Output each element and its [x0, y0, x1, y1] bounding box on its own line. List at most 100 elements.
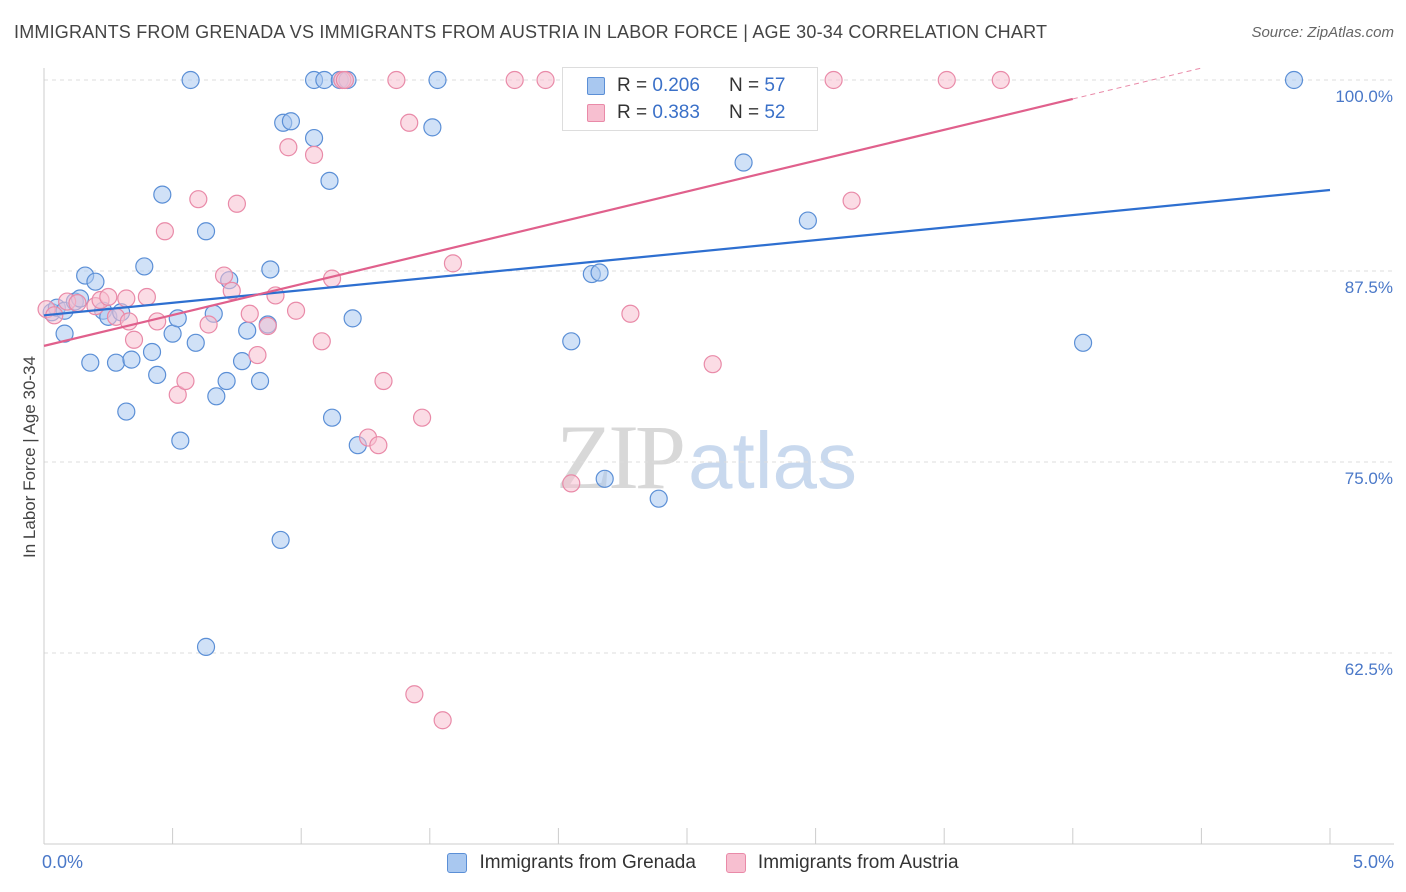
- grenada-point: [238, 321, 257, 340]
- austria-point: [148, 312, 167, 331]
- austria-point: [286, 301, 306, 320]
- austria-point: [176, 371, 195, 391]
- austria-point: [227, 194, 246, 213]
- grenada-point: [148, 365, 167, 385]
- grenada-point: [590, 263, 609, 282]
- grenada-point: [196, 222, 216, 241]
- austria-point: [222, 281, 241, 300]
- y-tick-label: 62.5%: [1345, 660, 1393, 679]
- austria-point: [312, 332, 331, 351]
- grenada-point: [232, 352, 252, 371]
- legend-r-label: R =: [617, 102, 648, 123]
- austria-point: [433, 711, 452, 730]
- austria-point: [279, 138, 298, 157]
- grenada-point: [281, 112, 301, 131]
- y-tick-label: 100.0%: [1335, 87, 1393, 106]
- y-tick-label: 75.0%: [1345, 469, 1393, 488]
- grenada-point: [343, 309, 362, 328]
- austria-point: [536, 70, 555, 90]
- x-tick-label-max: 5.0%: [1352, 852, 1394, 872]
- grenada-point: [181, 70, 200, 90]
- series-legend: Immigrants from Grenada Immigrants from …: [0, 852, 1406, 874]
- austria-point: [937, 70, 956, 90]
- grenada-point: [1284, 70, 1304, 90]
- grenada-point: [122, 350, 141, 369]
- grenada-point: [562, 332, 581, 351]
- austria-point: [991, 70, 1010, 90]
- grenada-point: [734, 153, 753, 172]
- x-tick-label-min: 0.0%: [42, 852, 84, 872]
- grenada-point: [261, 260, 280, 279]
- grenada-point: [271, 530, 290, 550]
- legend-n-value: 52: [764, 102, 786, 123]
- austria-point: [240, 304, 259, 323]
- austria-point: [703, 355, 722, 374]
- legend-row-austria: R = 0.383 N = 52: [587, 101, 785, 125]
- grenada-point: [649, 489, 668, 508]
- legend-item-austria: Immigrants from Austria: [725, 852, 959, 874]
- austria-legend-swatch: [725, 853, 746, 873]
- grenada-point: [428, 70, 447, 90]
- austria-point: [248, 345, 267, 365]
- legend-n-label: N =: [728, 102, 760, 123]
- grenada-point: [322, 408, 342, 427]
- austria-point: [335, 70, 355, 90]
- watermark-atlas: atlas: [688, 416, 857, 505]
- source-label: Source: ZipAtlas.com: [1251, 24, 1394, 41]
- y-tick-labels: 62.5% 75.0% 87.5% 100.0%: [1335, 87, 1393, 679]
- grenada-point: [135, 257, 154, 276]
- legend-item-grenada: Immigrants from Grenada: [447, 852, 696, 874]
- chart-title: IMMIGRANTS FROM GRENADA VS IMMIGRANTS FR…: [14, 22, 1048, 42]
- axes: [43, 68, 1394, 845]
- legend-n-label: N =: [728, 75, 760, 96]
- grenada-point: [186, 333, 205, 352]
- correlation-legend: R = 0.206 N = 57 R = 0.383 N = 52: [562, 67, 818, 131]
- grenada-point: [153, 185, 172, 204]
- legend-label-grenada: Immigrants from Grenada: [479, 852, 696, 873]
- series-grenada: [42, 70, 1304, 656]
- grenada-point: [86, 272, 105, 291]
- austria-point: [562, 474, 581, 493]
- grenada-point: [304, 128, 324, 148]
- legend-r-value: 0.206: [652, 75, 700, 96]
- austria-point: [412, 408, 432, 427]
- austria-point: [168, 385, 187, 404]
- austria-point: [621, 304, 640, 323]
- austria-point: [99, 287, 118, 307]
- grenada-point: [142, 342, 162, 362]
- y-tick-label: 87.5%: [1345, 278, 1393, 297]
- grenada-point: [207, 387, 226, 406]
- austria-point: [117, 289, 136, 308]
- austria-point: [304, 145, 324, 164]
- austria-point: [369, 436, 388, 455]
- watermark-zip: ZIP: [556, 406, 686, 508]
- grenada-point: [163, 324, 182, 343]
- austria-point: [258, 316, 277, 336]
- austria-point: [824, 70, 843, 90]
- austria-point: [189, 190, 208, 209]
- grenada-point: [315, 70, 334, 90]
- grenada-point: [196, 637, 216, 656]
- austria-trend-line: [43, 97, 1074, 347]
- legend-row-grenada: R = 0.206 N = 57: [587, 74, 785, 98]
- grenada-legend-swatch: [447, 853, 468, 873]
- austria-point: [214, 266, 234, 285]
- legend-label-austria: Immigrants from Austria: [757, 852, 959, 873]
- series-austria: [37, 70, 1010, 730]
- austria-point: [443, 254, 463, 273]
- legend-r-label: R =: [617, 75, 648, 96]
- grenada-swatch: [587, 77, 605, 95]
- grenada-point: [320, 171, 339, 190]
- austria-point: [124, 330, 144, 349]
- austria-point: [68, 293, 87, 313]
- watermark: ZIPatlas: [556, 404, 857, 510]
- austria-point: [387, 70, 406, 90]
- trend-lines: [43, 67, 1331, 347]
- austria-point: [505, 70, 524, 90]
- grenada-point: [171, 431, 190, 450]
- grenada-point: [1073, 333, 1093, 352]
- legend-n-value: 57: [764, 75, 786, 96]
- grenada-point: [55, 324, 74, 343]
- austria-point: [199, 315, 218, 334]
